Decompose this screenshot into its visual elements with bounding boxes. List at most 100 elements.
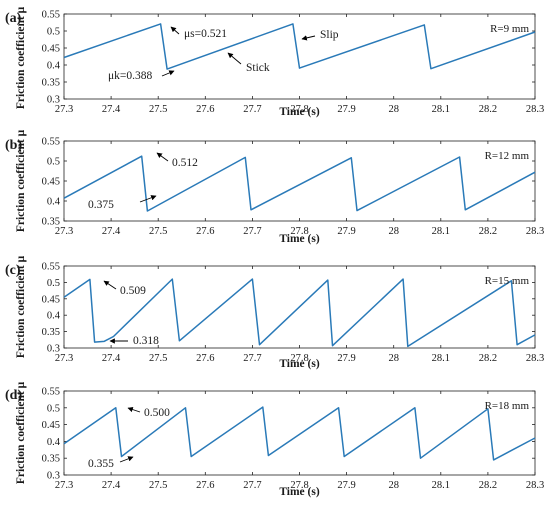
x-tick-label: 28.3 xyxy=(526,480,544,491)
x-tick-label: 27.9 xyxy=(337,480,355,491)
x-tick-label: 27.7 xyxy=(243,480,261,491)
y-tick-label: 0.55 xyxy=(42,387,60,398)
y-axis-title: Friction coefficient μ xyxy=(15,129,27,232)
radius-label: R=12 mm xyxy=(485,150,530,162)
y-axis-title: Friction coefficient μ xyxy=(15,381,27,484)
annotation-arrow xyxy=(301,35,316,41)
radius-label: R=9 mm xyxy=(490,23,529,35)
annotation-arrow xyxy=(127,406,141,413)
radius-label: R=18 mm xyxy=(485,400,530,412)
y-tick-label: 0.45 xyxy=(42,294,60,305)
series-line xyxy=(63,23,536,70)
x-tick-label: 28 xyxy=(388,480,399,491)
annotation-label: μs=0.521 xyxy=(184,28,227,40)
y-tick-label: 0.35 xyxy=(42,217,60,228)
y-tick-label: 0.4 xyxy=(47,437,61,448)
x-tick-label: 27.7 xyxy=(243,226,261,237)
series-line xyxy=(63,155,536,212)
x-tick-label: 27.6 xyxy=(196,353,214,364)
x-tick-label: 27.9 xyxy=(337,226,355,237)
x-tick-label: 27.8 xyxy=(290,480,308,491)
y-tick-label: 0.55 xyxy=(42,10,60,21)
y-tick-label: 0.45 xyxy=(42,420,60,431)
y-tick-label: 0.4 xyxy=(47,311,61,322)
x-tick-label: 27.4 xyxy=(102,104,121,115)
series-line xyxy=(63,278,536,348)
annotation-label: 0.512 xyxy=(172,157,198,169)
x-axis-title: Time (s) xyxy=(279,358,320,370)
x-tick-label: 28.1 xyxy=(432,226,450,237)
y-tick-label: 0.35 xyxy=(42,454,60,465)
y-tick-label: 0.45 xyxy=(42,44,60,55)
y-tick-label: 0.5 xyxy=(47,403,60,414)
panel-label: (b) xyxy=(5,138,22,153)
x-tick-label: 27.3 xyxy=(55,104,73,115)
annotation-arrow xyxy=(170,26,180,35)
x-tick-label: 27.7 xyxy=(243,104,261,115)
panel-2: 27.3 27.4 27.5 27.6 27.7 27.8 27.9 28 28.1 28.2 28… xyxy=(5,129,544,245)
annotation-label: μk=0.388 xyxy=(108,70,153,82)
x-tick-label: 28.1 xyxy=(432,353,450,364)
x-tick-label: 28.3 xyxy=(526,226,544,237)
x-tick-label: 27.9 xyxy=(337,353,355,364)
x-tick-label: 27.4 xyxy=(102,480,121,491)
annotation-label: 0.375 xyxy=(88,199,114,211)
panel-label: (d) xyxy=(5,388,22,403)
x-tick-label: 27.6 xyxy=(196,226,214,237)
x-tick-label: 27.8 xyxy=(290,104,308,115)
annotation-label: Slip xyxy=(320,29,339,41)
y-tick-label: 0.35 xyxy=(42,78,60,89)
panel-3: 27.3 27.4 27.5 27.6 27.7 27.8 27.9 28 28.1 28.2 28… xyxy=(5,255,544,370)
x-tick-label: 27.4 xyxy=(102,353,121,364)
x-tick-label: 28.2 xyxy=(479,480,497,491)
plot-frame xyxy=(63,390,536,476)
x-tick-label: 28 xyxy=(388,226,399,237)
x-tick-label: 27.3 xyxy=(55,353,73,364)
x-tick-label: 27.4 xyxy=(102,226,121,237)
y-tick-label: 0.5 xyxy=(47,157,60,168)
x-tick-label: 28.2 xyxy=(479,226,497,237)
x-tick-label: 27.6 xyxy=(196,480,214,491)
annotation-arrow xyxy=(227,52,242,65)
radius-label: R=15 mm xyxy=(485,275,530,287)
x-tick-label: 27.5 xyxy=(149,226,167,237)
y-tick-label: 0.3 xyxy=(47,344,60,355)
panel-4: 27.3 27.4 27.5 27.6 27.7 27.8 27.9 28 28.1 28.2 28… xyxy=(5,381,544,498)
x-tick-label: 27.7 xyxy=(243,353,261,364)
annotation-label: 0.500 xyxy=(144,407,170,419)
x-tick-label: 27.8 xyxy=(290,226,308,237)
x-tick-label: 27.5 xyxy=(149,480,167,491)
y-tick-label: 0.5 xyxy=(47,278,60,289)
x-tick-label: 27.3 xyxy=(55,226,73,237)
y-tick-label: 0.4 xyxy=(47,197,61,208)
y-axis-title: Friction coefficient μ xyxy=(15,255,27,358)
x-tick-label: 27.6 xyxy=(196,104,214,115)
plot-frame xyxy=(63,140,536,222)
x-tick-label: 28.3 xyxy=(526,104,544,115)
x-axis-title: Time (s) xyxy=(279,486,320,498)
annotation-arrow xyxy=(119,456,134,463)
y-tick-label: 0.45 xyxy=(42,177,60,188)
annotation-label: 0.318 xyxy=(133,335,159,347)
x-tick-label: 27.9 xyxy=(337,104,355,115)
x-tick-label: 28.2 xyxy=(479,353,497,364)
x-tick-label: 28.2 xyxy=(479,104,497,115)
y-tick-label: 0.55 xyxy=(42,262,60,273)
x-tick-label: 27.5 xyxy=(149,104,167,115)
y-axis-title: Friction coefficient μ xyxy=(15,6,27,109)
annotation-label: 0.509 xyxy=(120,285,146,297)
annotation-arrow xyxy=(161,70,175,77)
y-tick-label: 0.55 xyxy=(42,137,60,148)
panel-1: 27.3 27.4 27.5 27.6 27.7 27.8 27.9 28 28.1 28.2 28… xyxy=(5,6,544,118)
annotation-arrow xyxy=(103,280,117,290)
x-axis-title: Time (s) xyxy=(279,106,320,118)
x-tick-label: 28 xyxy=(388,104,399,115)
x-tick-label: 27.3 xyxy=(55,480,73,491)
panel-label: (c) xyxy=(5,263,21,278)
y-tick-label: 0.3 xyxy=(47,95,60,106)
y-tick-label: 0.3 xyxy=(47,471,60,482)
y-tick-label: 0.4 xyxy=(47,61,61,72)
x-tick-label: 28.3 xyxy=(526,353,544,364)
annotation-arrow xyxy=(156,152,169,162)
